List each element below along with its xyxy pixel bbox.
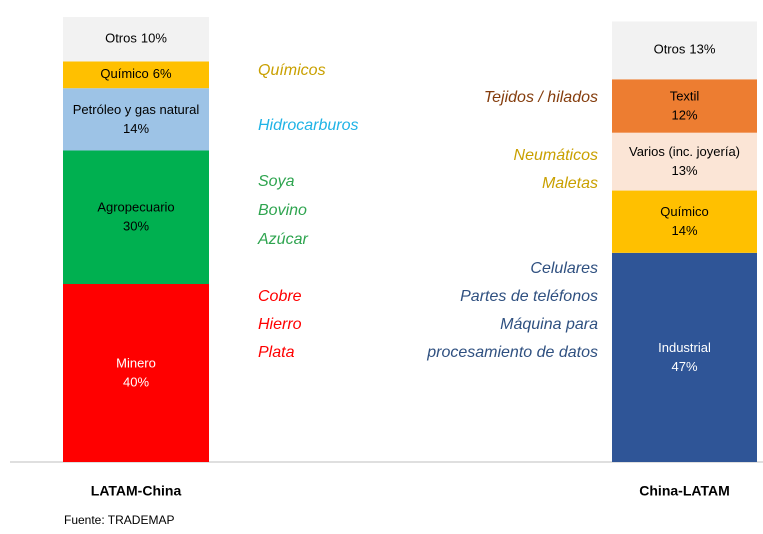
annotation: Químicos bbox=[258, 62, 326, 79]
segment-name: Otros bbox=[654, 42, 686, 57]
annotation: Maletas bbox=[542, 175, 598, 192]
bar-segment bbox=[612, 190, 757, 253]
annotation: Máquina para bbox=[500, 316, 598, 333]
annotation: Neumáticos bbox=[514, 147, 598, 164]
annotation: Cobre bbox=[258, 288, 302, 305]
bar-segment bbox=[63, 150, 209, 284]
segment-name: Industrial bbox=[658, 340, 711, 355]
annotation: Celulares bbox=[530, 260, 598, 277]
annotation: Tejidos / hilados bbox=[484, 89, 598, 106]
segment-value: 40% bbox=[123, 374, 149, 389]
bar-segment bbox=[612, 252, 757, 462]
bar-segment bbox=[612, 21, 757, 80]
bar-segment bbox=[63, 61, 209, 89]
bar-label: China-LATAM bbox=[639, 483, 729, 499]
segment-name: Otros bbox=[105, 31, 137, 46]
segment-value: 10% bbox=[141, 31, 167, 46]
annotation: Azúcar bbox=[257, 231, 308, 248]
segment-name: Químico bbox=[100, 66, 148, 81]
segment-name: Varios (inc. joyería) bbox=[629, 144, 740, 159]
segment-name: Minero bbox=[116, 355, 156, 370]
annotation: Soya bbox=[258, 173, 295, 190]
annotation: procesamiento de datos bbox=[426, 344, 598, 361]
segment-name: Agropecuario bbox=[97, 200, 174, 215]
segment-value: 14% bbox=[671, 223, 697, 238]
segment-value: 6% bbox=[153, 66, 172, 81]
annotation: Hierro bbox=[258, 316, 302, 333]
bar-label: LATAM-China bbox=[91, 483, 182, 499]
segment-name: Químico bbox=[660, 204, 708, 219]
segment-label: Otros 10% bbox=[105, 31, 167, 46]
segment-value: 14% bbox=[123, 121, 149, 136]
segment-value: 13% bbox=[689, 42, 715, 57]
annotation: Bovino bbox=[258, 202, 307, 219]
segment-value: 47% bbox=[671, 359, 697, 374]
annotation: Partes de teléfonos bbox=[460, 288, 598, 305]
annotation: Hidrocarburos bbox=[258, 117, 358, 134]
segment-value: 12% bbox=[671, 107, 697, 122]
segment-name: Petróleo y gas natural bbox=[73, 102, 200, 117]
segment-label: Químico 6% bbox=[100, 66, 172, 81]
bar-segment bbox=[63, 17, 209, 62]
bar-segment bbox=[612, 132, 757, 191]
bar-segment bbox=[63, 88, 209, 151]
segment-label: Otros 13% bbox=[654, 42, 716, 57]
segment-value: 30% bbox=[123, 219, 149, 234]
annotation: Plata bbox=[258, 344, 295, 361]
segment-value: 13% bbox=[671, 163, 697, 178]
segment-name: Textil bbox=[670, 88, 700, 103]
bar-segment bbox=[612, 79, 757, 133]
source: Fuente: TRADEMAP bbox=[64, 513, 174, 527]
bar-segment bbox=[63, 284, 209, 462]
